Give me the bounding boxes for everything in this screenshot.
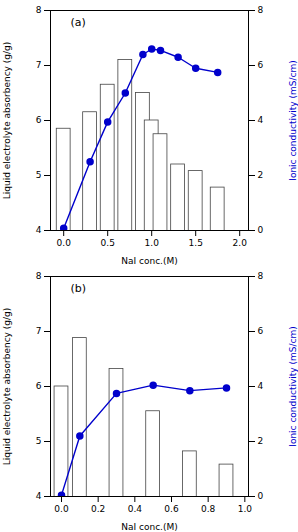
svg-text:5: 5 xyxy=(36,170,42,180)
svg-text:2: 2 xyxy=(258,170,264,180)
svg-text:6: 6 xyxy=(258,60,264,70)
svg-text:4: 4 xyxy=(36,225,42,235)
svg-text:0: 0 xyxy=(258,225,264,235)
svg-text:0.0: 0.0 xyxy=(54,504,69,514)
svg-text:1.5: 1.5 xyxy=(189,238,203,248)
svg-text:8: 8 xyxy=(36,5,42,15)
svg-text:0.5: 0.5 xyxy=(101,238,115,248)
svg-text:NaI conc.(M): NaI conc.(M) xyxy=(121,256,178,266)
svg-text:5: 5 xyxy=(36,436,42,446)
svg-text:8: 8 xyxy=(258,271,264,281)
svg-text:4: 4 xyxy=(258,115,264,125)
svg-text:4: 4 xyxy=(36,491,42,501)
svg-text:7: 7 xyxy=(36,326,42,336)
svg-text:2: 2 xyxy=(258,436,264,446)
svg-text:7: 7 xyxy=(36,60,42,70)
svg-text:Ionic conductivity (mS/cm): Ionic conductivity (mS/cm) xyxy=(288,326,298,447)
svg-text:(b): (b) xyxy=(71,282,87,295)
svg-text:Ionic conductivity (mS/cm): Ionic conductivity (mS/cm) xyxy=(288,60,298,181)
svg-text:Liquid electrolyte absorbency: Liquid electrolyte absorbency (g/g) xyxy=(2,308,12,466)
svg-text:(a): (a) xyxy=(71,16,86,29)
svg-text:8: 8 xyxy=(258,5,264,15)
svg-text:0.2: 0.2 xyxy=(91,504,105,514)
svg-text:1.0: 1.0 xyxy=(145,238,160,248)
svg-text:0.0: 0.0 xyxy=(57,238,72,248)
svg-text:0: 0 xyxy=(258,491,264,501)
svg-text:6: 6 xyxy=(36,381,42,391)
svg-text:6: 6 xyxy=(36,115,42,125)
svg-text:NaI conc.(M): NaI conc.(M) xyxy=(121,522,178,532)
svg-text:0.6: 0.6 xyxy=(164,504,179,514)
svg-text:4: 4 xyxy=(258,381,264,391)
svg-text:6: 6 xyxy=(258,326,264,336)
svg-text:1.0: 1.0 xyxy=(238,504,253,514)
svg-text:0.4: 0.4 xyxy=(128,504,143,514)
svg-text:Liquid electrolyte absorbency: Liquid electrolyte absorbency (g/g) xyxy=(2,42,12,200)
svg-text:0.8: 0.8 xyxy=(201,504,216,514)
svg-text:8: 8 xyxy=(36,271,42,281)
svg-text:2.0: 2.0 xyxy=(233,238,248,248)
